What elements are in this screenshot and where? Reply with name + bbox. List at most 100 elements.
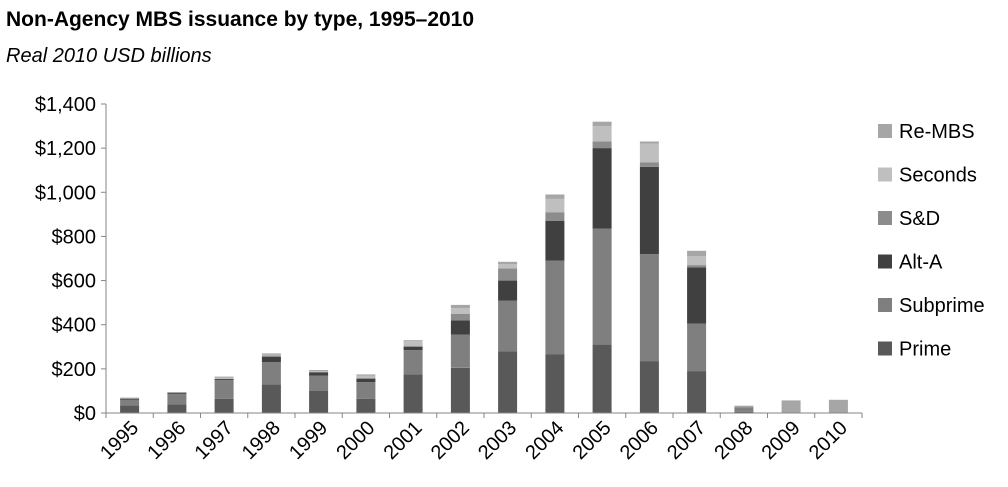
legend-label: Seconds — [899, 165, 977, 187]
bar-segment — [261, 355, 281, 357]
x-tick-label: 1997 — [191, 417, 238, 464]
bar-segment — [450, 308, 470, 314]
x-tick-label: 2002 — [427, 417, 474, 464]
bar-segment — [545, 198, 565, 213]
bar-segment — [356, 382, 376, 399]
bar-segment — [120, 397, 140, 399]
x-tick-label: 2006 — [616, 417, 663, 464]
bar-segment — [261, 353, 281, 355]
bar-segment — [309, 375, 329, 391]
bar-segment — [356, 378, 376, 383]
bar-segment — [450, 367, 470, 413]
legend-swatch — [878, 298, 892, 312]
bar-segment — [167, 394, 187, 405]
x-tick-label: 2005 — [569, 417, 616, 464]
bar-segment — [545, 260, 565, 355]
bar-segment — [403, 340, 423, 342]
bar-segment — [828, 399, 848, 413]
bar-segment — [309, 372, 329, 376]
bar-segment — [639, 143, 659, 163]
chart-subtitle: Real 2010 USD billions — [6, 45, 212, 67]
x-tick-label: 1995 — [96, 417, 143, 464]
legend-swatch — [878, 124, 892, 138]
bar-segment — [356, 375, 376, 378]
bar-segment — [309, 390, 329, 413]
bar-segment — [450, 313, 470, 321]
bar-segment — [167, 393, 187, 395]
bar-segment — [498, 261, 518, 264]
bar-segment — [734, 407, 754, 412]
bar-segment — [687, 371, 707, 413]
bar-segment — [592, 141, 612, 149]
bar-segment — [498, 300, 518, 352]
bar-segment — [403, 341, 423, 346]
bar-segment — [687, 323, 707, 372]
bar-segment — [687, 267, 707, 324]
legend-swatch — [878, 254, 892, 269]
x-tick-label: 2008 — [710, 417, 757, 464]
bar-segment — [592, 344, 612, 413]
y-tick-label: $0 — [74, 403, 96, 425]
bar-segment — [309, 371, 329, 373]
x-tick-label: 2010 — [805, 417, 852, 464]
bar-segment — [261, 354, 281, 356]
bar-segment — [309, 370, 329, 372]
bar-segment — [545, 212, 565, 221]
bar-segment — [498, 280, 518, 301]
bar-segment — [214, 378, 234, 380]
bar-segment — [214, 377, 234, 379]
bar-segment — [639, 162, 659, 167]
bar-segment — [120, 399, 140, 406]
bar-segment — [639, 141, 659, 144]
bar-segment — [687, 256, 707, 266]
bar-segment — [687, 250, 707, 257]
bar-segment — [403, 346, 423, 351]
legend-label: Re-MBS — [899, 121, 975, 143]
bar-segment — [687, 265, 707, 268]
bar-segment — [545, 221, 565, 261]
y-tick-label: $1,000 — [35, 182, 96, 204]
legend-swatch — [878, 211, 892, 225]
bar-segment — [498, 351, 518, 413]
bar-segment — [592, 121, 612, 127]
bar-segment — [450, 334, 470, 368]
bar-segment — [545, 354, 565, 413]
legend-label: Subprime — [899, 295, 985, 317]
bar-segment — [498, 268, 518, 281]
bar-segment — [167, 404, 187, 413]
x-tick-label: 2003 — [474, 417, 521, 464]
bar-segment — [545, 194, 565, 199]
x-tick-label: 1996 — [143, 417, 190, 464]
bar-segment — [403, 350, 423, 375]
bar-segment — [356, 398, 376, 413]
y-tick-label: $1,200 — [35, 138, 96, 160]
bar-segment — [639, 166, 659, 255]
bar-segment — [498, 264, 518, 269]
bar-segment — [450, 304, 470, 309]
legend-label: Prime — [899, 339, 951, 361]
bar-segment — [734, 405, 754, 408]
bar-segment — [450, 320, 470, 335]
legend-swatch — [878, 341, 892, 356]
bar-segment — [781, 400, 801, 413]
x-tick-label: 2007 — [663, 417, 710, 464]
bar-segment — [592, 126, 612, 142]
y-tick-label: $800 — [52, 226, 97, 248]
bar-segment — [356, 374, 376, 376]
bar-segment — [167, 392, 187, 394]
y-tick-label: $600 — [52, 271, 97, 293]
bar-segment — [592, 148, 612, 229]
x-tick-label: 2004 — [521, 417, 568, 464]
bar-segment — [639, 361, 659, 413]
bar-segment — [403, 345, 423, 347]
bar-segment — [214, 376, 234, 378]
bar-segment — [734, 411, 754, 413]
x-tick-label: 1998 — [238, 417, 285, 464]
bar-segment — [403, 374, 423, 413]
bar-segment — [214, 398, 234, 413]
y-tick-label: $200 — [52, 359, 97, 381]
bar-segment — [592, 228, 612, 345]
bar-segment — [261, 384, 281, 413]
x-tick-label: 2009 — [758, 417, 805, 464]
